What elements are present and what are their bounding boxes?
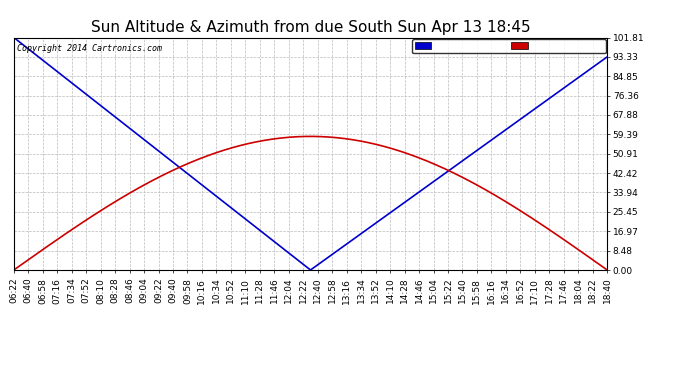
Legend: Azimuth (Angle °), Altitude (Angle °): Azimuth (Angle °), Altitude (Angle °) <box>412 39 606 53</box>
Title: Sun Altitude & Azimuth from due South Sun Apr 13 18:45: Sun Altitude & Azimuth from due South Su… <box>90 20 531 35</box>
Text: Copyright 2014 Cartronics.com: Copyright 2014 Cartronics.com <box>17 45 161 54</box>
